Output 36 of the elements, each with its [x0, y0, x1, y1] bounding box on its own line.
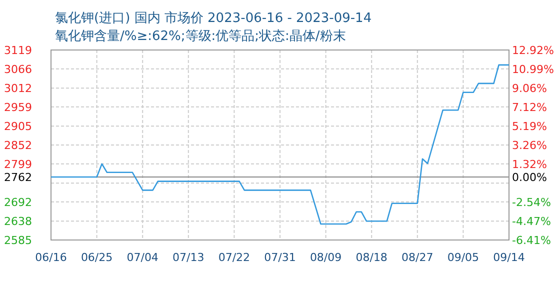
x-tick-label: 07/22 [218, 251, 250, 264]
line-series [50, 64, 510, 225]
y2-tick-label: 1.32% [512, 158, 547, 172]
x-tick-label: 09/14 [493, 251, 525, 264]
x-tick-label: 08/27 [402, 251, 434, 264]
y2-tick-label: -2.54% [512, 196, 551, 209]
y-tick-label: 2905 [4, 120, 32, 134]
y2-tick-label: -6.41% [512, 234, 551, 247]
y2-tick-label: 7.12% [512, 101, 547, 114]
y2-tick-label: 10.99% [512, 62, 554, 76]
y2-tick-label: -4.47% [512, 214, 551, 228]
y2-tick-label: 0.00% [512, 170, 547, 184]
x-tick-label: 09/05 [447, 251, 480, 264]
y-tick-label: 2762 [4, 171, 32, 184]
y2-tick-label: 5.19% [512, 120, 547, 133]
chart-subtitle: 氧化钾含量/%≥:62%;等级:优等品;状态:晶体/粉末 [55, 29, 346, 44]
y2-tick-label: 9.06% [512, 82, 547, 95]
y-tick-label: 2692 [4, 196, 32, 209]
y-tick-label: 3119 [4, 44, 32, 57]
y-tick-label: 2799 [4, 158, 32, 171]
y-tick-label: 2852 [4, 139, 32, 152]
x-tick-label: 06/16 [35, 251, 67, 264]
y-tick-label: 3066 [4, 62, 32, 76]
x-tick-label: 07/04 [126, 251, 158, 264]
x-tick-label: 07/13 [172, 251, 204, 264]
y-tick-label: 2959 [4, 100, 32, 114]
x-tick-label: 06/25 [80, 251, 113, 264]
y2-tick-label: 12.92% [512, 44, 554, 57]
y-tick-label: 2638 [4, 215, 32, 228]
x-tick-label: 08/09 [310, 251, 342, 264]
chart-title: 氯化钾(进口) 国内 市场价 2023-06-16 - 2023-09-14 [55, 11, 372, 26]
x-tick-label: 08/18 [356, 251, 388, 264]
x-tick-label: 07/31 [264, 251, 296, 264]
y-tick-label: 3012 [4, 82, 32, 96]
y2-tick-label: 3.26% [512, 138, 547, 152]
y-tick-label: 2585 [4, 234, 32, 247]
